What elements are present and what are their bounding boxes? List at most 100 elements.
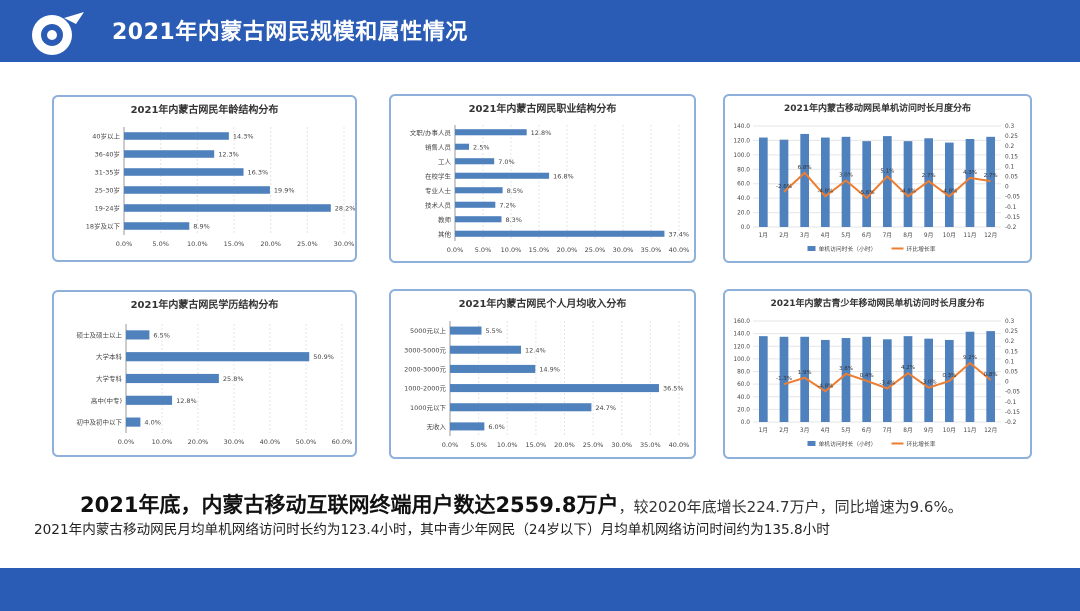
x-tick-label: 35.0% bbox=[641, 246, 662, 254]
data-label: 6.5% bbox=[153, 331, 170, 339]
job-chart: 2021年内蒙古网民职业结构分布 0.0% 5.0% 10.0% 15.0% 20.0% 2… bbox=[410, 102, 690, 254]
x-tick-label: 10.0% bbox=[497, 441, 518, 449]
x-tick-label: 30.0% bbox=[613, 246, 634, 254]
education-chart: 2021年内蒙古网民学历结构分布 0.0% 10.0% 20.0% 30.0% 40.0%… bbox=[77, 298, 353, 446]
category-label: 19-24岁 bbox=[95, 204, 120, 213]
category-label: 36-40岁 bbox=[95, 150, 120, 159]
y-left-tick-label: 100.0 bbox=[733, 153, 750, 159]
x-tick-label: 50.0% bbox=[296, 438, 317, 446]
bar bbox=[455, 230, 665, 237]
x-tick-label: 5.0% bbox=[152, 240, 169, 248]
data-label: -3.4% bbox=[879, 380, 895, 386]
x-tick-label: 40.0% bbox=[669, 441, 690, 449]
x-tick-label: 7月 bbox=[883, 232, 893, 239]
mobile-duration-chart: 2021年内蒙古移动网民单机访问时长月度分布 0.0 20.0 40.0 60.0 80.… bbox=[733, 102, 1020, 253]
x-tick-label: 8月 bbox=[903, 427, 913, 434]
bar bbox=[944, 142, 954, 227]
y-left-tick-label: 120.0 bbox=[733, 344, 750, 350]
data-label: 14.9% bbox=[539, 365, 560, 373]
y-left-tick-label: 60.0 bbox=[737, 382, 750, 388]
bar bbox=[924, 338, 934, 422]
y-right-tick-label: 0.05 bbox=[1005, 175, 1018, 181]
bar bbox=[450, 384, 659, 393]
x-tick-label: 0.0% bbox=[118, 438, 135, 446]
category-label: 大学专科 bbox=[96, 374, 123, 383]
bar bbox=[450, 403, 592, 412]
data-label: 6.0% bbox=[488, 423, 505, 431]
y-left-tick-label: 0.0 bbox=[741, 225, 751, 231]
category-label: 高中(中专) bbox=[91, 396, 122, 405]
category-label: 2000-3000元 bbox=[404, 365, 446, 373]
x-tick-label: 10.0% bbox=[187, 240, 208, 248]
data-label: 37.4% bbox=[668, 230, 689, 238]
bar bbox=[450, 364, 536, 373]
summary-headline-bold: 2021年底，内蒙古移动互联网终端用户数达2559.8万户 bbox=[80, 493, 619, 517]
legend-bar-label: 单机访问时长（小时） bbox=[819, 440, 877, 448]
bar bbox=[758, 336, 768, 422]
data-label: 0.3% bbox=[942, 373, 956, 379]
y-right-tick-label: -0.15 bbox=[1005, 215, 1020, 221]
data-label: 8.3% bbox=[505, 216, 522, 224]
bar bbox=[450, 345, 521, 354]
data-label: 50.9% bbox=[313, 353, 334, 361]
bar bbox=[965, 138, 975, 227]
x-tick-label: 12月 bbox=[984, 232, 997, 239]
y-right-tick-label: 0.2 bbox=[1005, 339, 1015, 345]
y-right-tick-label: 0.15 bbox=[1005, 154, 1018, 160]
data-label: 0.4% bbox=[860, 373, 874, 379]
y-left-tick-label: 20.0 bbox=[737, 211, 750, 217]
y-right-tick-label: 0.3 bbox=[1005, 319, 1015, 325]
y-right-tick-label: 0.1 bbox=[1005, 164, 1015, 170]
x-tick-label: 25.0% bbox=[583, 441, 604, 449]
bar bbox=[862, 336, 872, 422]
category-label: 初中及初中以下 bbox=[77, 418, 123, 427]
x-tick-label: 0.0% bbox=[447, 246, 464, 254]
category-label: 40岁以上 bbox=[92, 132, 120, 141]
category-label: 3000-5000元 bbox=[404, 346, 446, 354]
x-tick-label: 30.0% bbox=[224, 438, 245, 446]
y-right-tick-label: 0 bbox=[1005, 380, 1009, 386]
y-left-tick-label: 40.0 bbox=[737, 196, 750, 202]
x-tick-label: 0.0% bbox=[442, 441, 459, 449]
category-label: 其他 bbox=[438, 229, 452, 238]
x-tick-label: 35.0% bbox=[640, 441, 661, 449]
bar bbox=[800, 133, 810, 227]
category-label: 教师 bbox=[438, 215, 452, 224]
category-label: 大学本科 bbox=[96, 352, 123, 361]
category-label: 5000元以上 bbox=[410, 326, 447, 335]
bar bbox=[820, 137, 830, 227]
chart-title: 2021年内蒙古移动网民单机访问时长月度分布 bbox=[784, 102, 971, 114]
bar bbox=[924, 138, 934, 227]
y-right-tick-label: -0.1 bbox=[1005, 205, 1017, 211]
x-tick-label: 1月 bbox=[759, 427, 769, 434]
logo-icon bbox=[32, 12, 84, 55]
x-tick-label: 3月 bbox=[800, 427, 810, 434]
data-label: -2.6% bbox=[776, 184, 792, 190]
data-label: 4.0% bbox=[144, 419, 161, 427]
income-chart-card: 2021年内蒙古网民个人月均收入分布 0.0% 5.0% 10.0% 15.0% 20.0… bbox=[389, 289, 696, 459]
summary-headline: 2021年底，内蒙古移动互联网终端用户数达2559.8万户，较2020年底增长2… bbox=[80, 489, 963, 519]
x-tick-label: 6月 bbox=[862, 232, 872, 239]
y-left-tick-label: 140.0 bbox=[733, 332, 750, 338]
x-tick-label: 30.0% bbox=[611, 441, 632, 449]
bar bbox=[126, 395, 173, 405]
y-left-tick-label: 20.0 bbox=[737, 407, 750, 413]
bar bbox=[455, 187, 503, 194]
youth-duration-chart: 2021年内蒙古青少年移动网民单机访问时长月度分布 0.0 20.0 40.0 60.0… bbox=[733, 297, 1020, 448]
category-label: 工人 bbox=[438, 158, 452, 166]
data-label: 28.2% bbox=[335, 205, 355, 213]
data-label: 5.1% bbox=[880, 168, 894, 174]
y-right-tick-label: -0.2 bbox=[1005, 420, 1017, 426]
chart-title: 2021年内蒙古网民个人月均收入分布 bbox=[459, 297, 627, 310]
education-chart-card: 2021年内蒙古网民学历结构分布 0.0% 10.0% 20.0% 30.0% 40.0%… bbox=[52, 290, 357, 457]
category-label: 25-30岁 bbox=[95, 186, 120, 195]
data-label: -1.3% bbox=[776, 376, 792, 382]
data-label: 16.3% bbox=[248, 169, 269, 177]
bar bbox=[903, 141, 913, 227]
y-left-tick-label: 160.0 bbox=[733, 319, 750, 325]
category-label: 文职/办事人员 bbox=[410, 128, 452, 137]
bar bbox=[124, 132, 229, 140]
x-tick-label: 20.0% bbox=[554, 441, 575, 449]
youth-duration-chart-card: 2021年内蒙古青少年移动网民单机访问时长月度分布 0.0 20.0 40.0 60.0… bbox=[723, 289, 1032, 459]
bar bbox=[455, 129, 527, 136]
